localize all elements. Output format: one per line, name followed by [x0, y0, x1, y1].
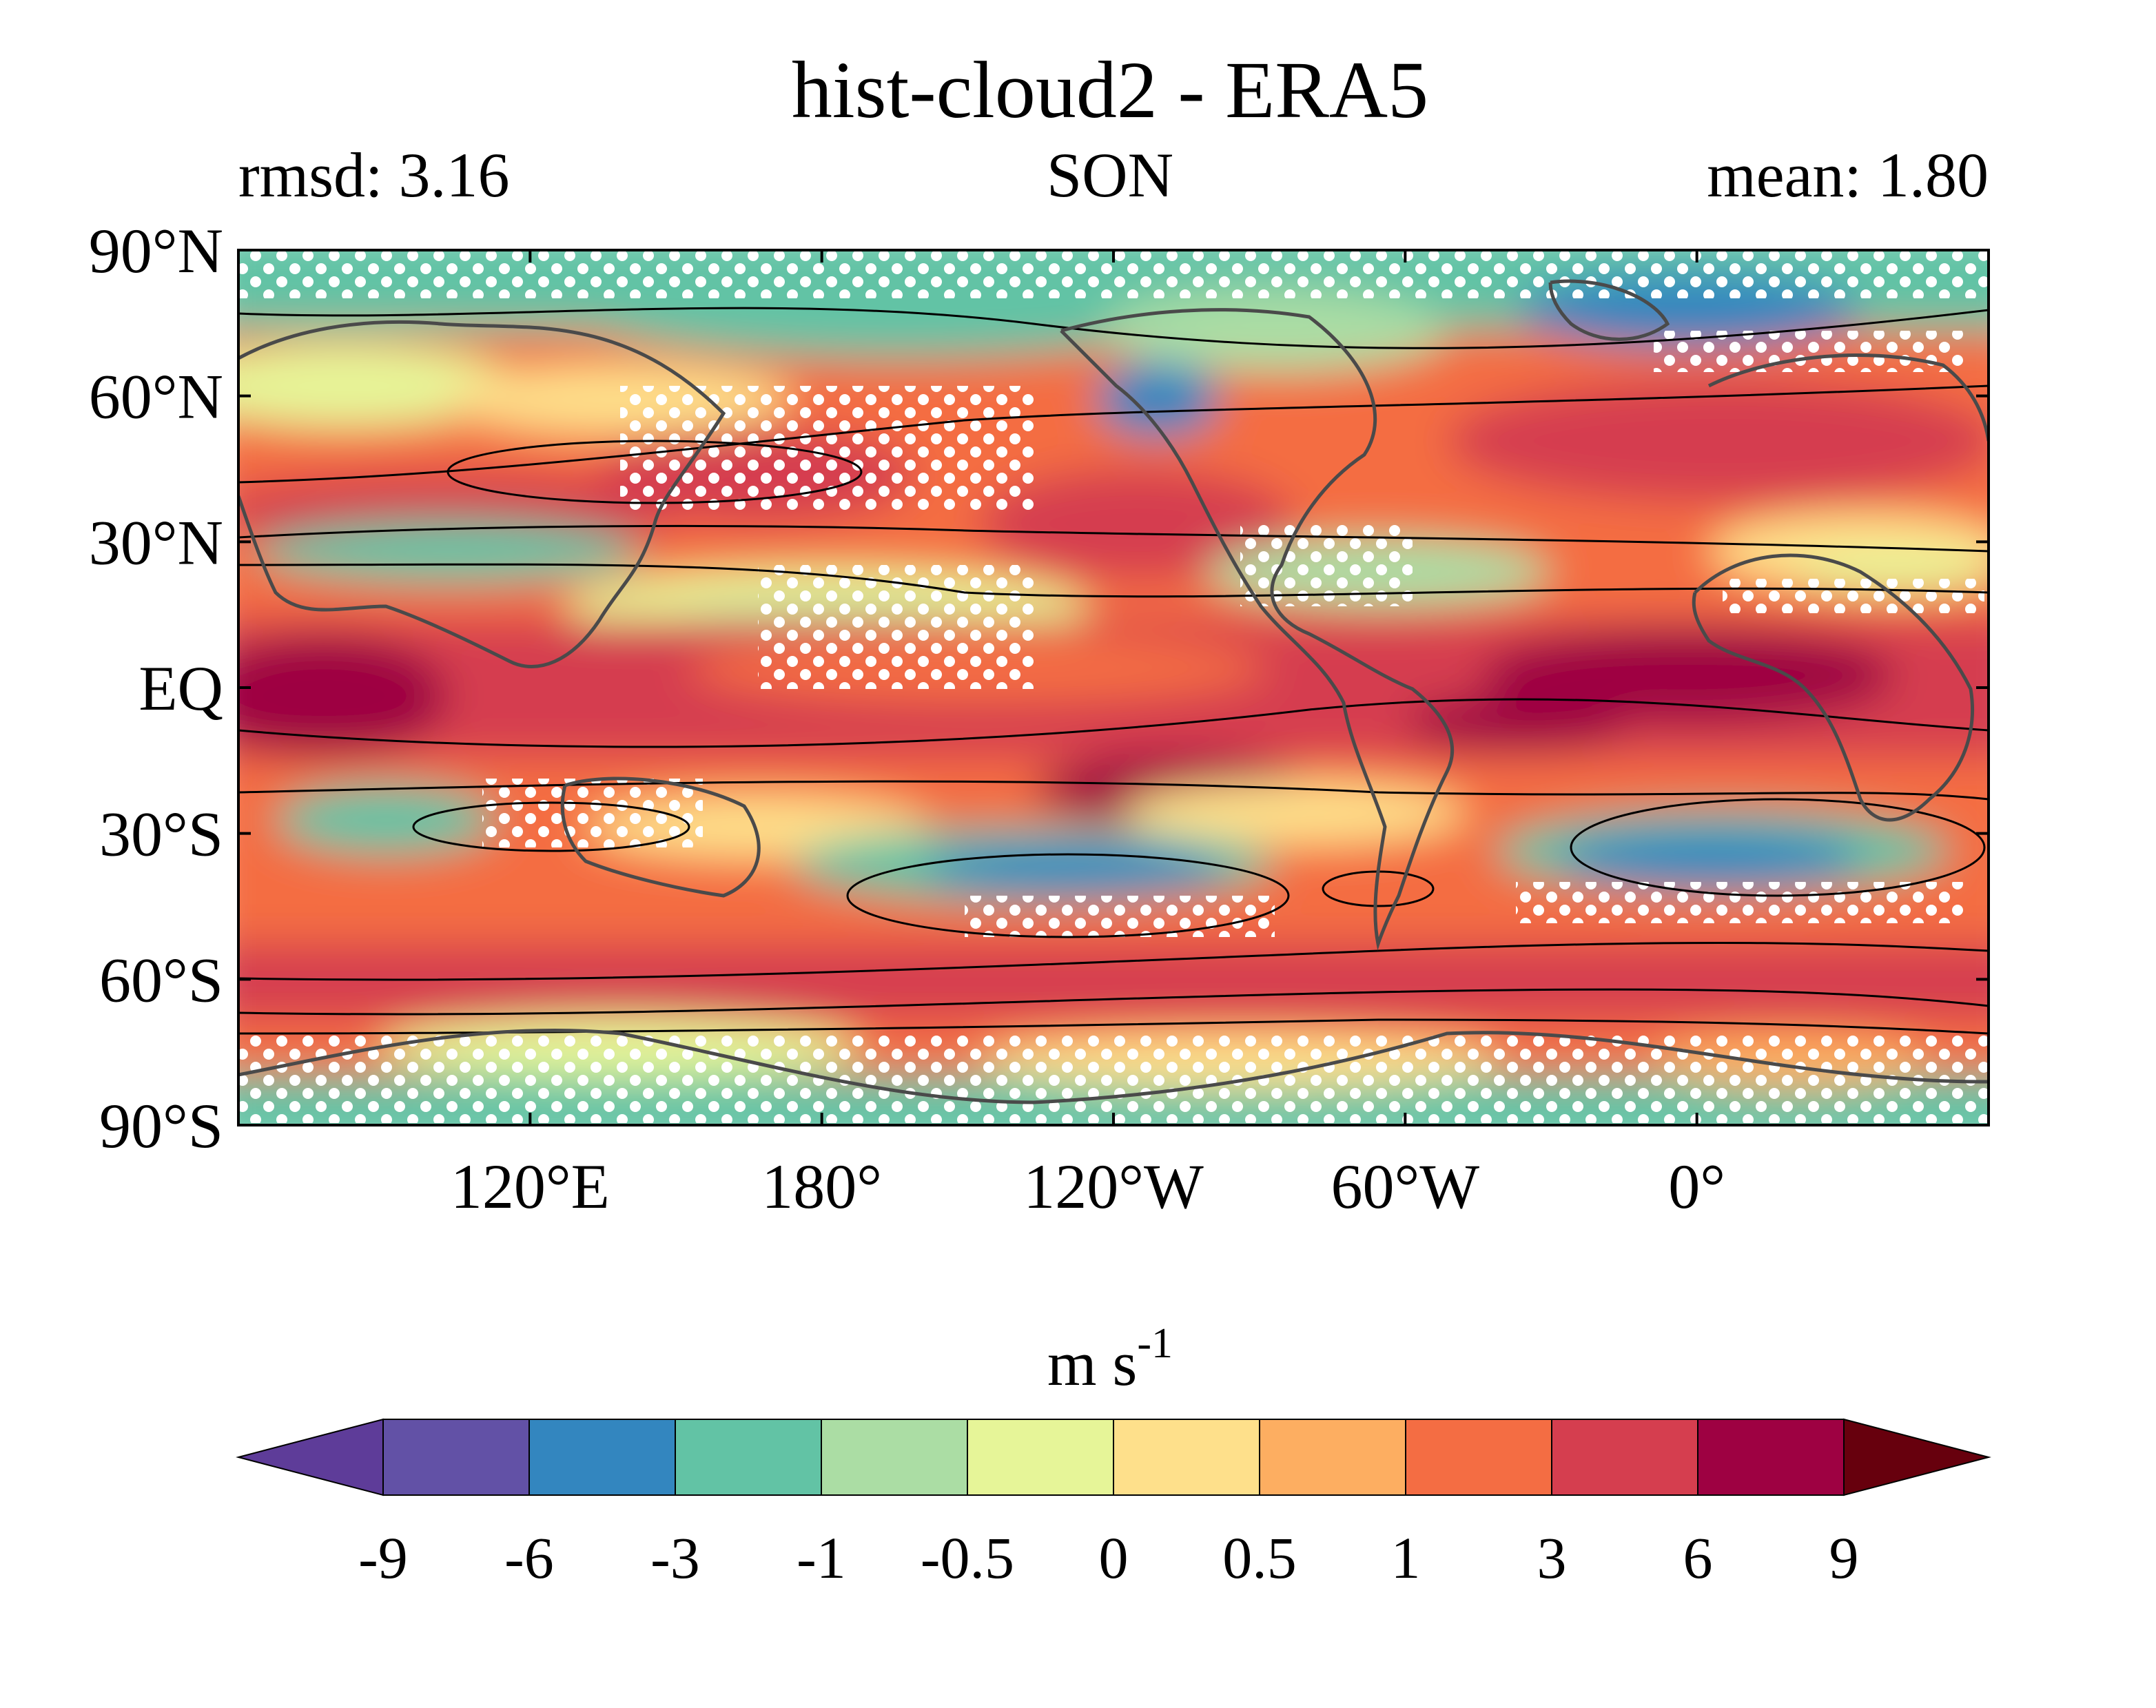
colorbar-extend-low: [236, 1418, 384, 1496]
colorbar-segment: [675, 1419, 822, 1496]
lon-tick-label: 120°E: [451, 1151, 610, 1222]
colorbar-segment: [1113, 1419, 1260, 1496]
left-string-rmsd: rmsd: 3.16: [238, 140, 510, 210]
lat-tick-label: 90°S: [99, 1091, 223, 1161]
colorbar-tick-label: -1: [797, 1525, 846, 1591]
colorbar-tick-label: -6: [504, 1525, 554, 1591]
colorbar-unit-base: m s: [1047, 1328, 1137, 1399]
lon-tick-label: 60°W: [1331, 1151, 1480, 1222]
colorbar-tick-label: 0: [1099, 1525, 1129, 1591]
lat-tick-label: 90°N: [89, 216, 223, 286]
plot-title: hist-cloud2 - ERA5: [792, 45, 1428, 135]
climatology-contours: [238, 307, 1989, 1035]
lat-tick-label: 60°N: [89, 362, 223, 432]
colorbar-unit-exponent: -1: [1137, 1320, 1173, 1367]
lon-tick-label: 0°: [1668, 1151, 1725, 1222]
coastlines: [238, 279, 1989, 1104]
colorbar-tick-label: 9: [1829, 1525, 1859, 1591]
colorbar-unit: m s-1: [1047, 1320, 1173, 1399]
colorbar-segment: [1259, 1419, 1406, 1496]
colorbar-tick-label: -0.5: [921, 1525, 1014, 1591]
colorbar-tick-label: 6: [1683, 1525, 1713, 1591]
colorbar-extend-high: [1843, 1418, 1991, 1496]
colorbar-segment: [1697, 1419, 1845, 1496]
colorbar-tick-label: -9: [358, 1525, 408, 1591]
colorbar-tick-label: 1: [1391, 1525, 1421, 1591]
center-string-season: SON: [1047, 140, 1173, 210]
colorbar-tick-label: -3: [650, 1525, 700, 1591]
right-string-mean: mean: 1.80: [1707, 140, 1989, 210]
colorbar-segment: [1551, 1419, 1698, 1496]
lat-tick-label: 30°N: [89, 507, 223, 577]
lon-ticks: 120°E 180° 120°W 60°W 0°: [451, 250, 1725, 1222]
map-panel: [238, 250, 1989, 1125]
lon-tick-label: 120°W: [1023, 1151, 1204, 1222]
colorbar-segment: [528, 1419, 676, 1496]
lat-tick-label: 60°S: [99, 945, 223, 1015]
colorbar-segment: [382, 1419, 530, 1496]
colorbar-segment: [967, 1419, 1114, 1496]
lon-tick-label: 180°: [761, 1151, 882, 1222]
lat-tick-label: 30°S: [99, 799, 223, 870]
lat-ticks: 90°N 60°N 30°N EQ 30°S 60°S 90°S: [89, 216, 1989, 1161]
colorbar-tick-label: 3: [1537, 1525, 1567, 1591]
colorbar-segment: [1405, 1419, 1552, 1496]
colorbar-tick-label: 0.5: [1222, 1525, 1297, 1591]
colorbar-segment: [821, 1419, 968, 1496]
colorbar: -9 -6 -3 -1 -0.5 0 0.5 1 3 6 9: [236, 1418, 1991, 1591]
lat-tick-label: EQ: [138, 653, 223, 723]
